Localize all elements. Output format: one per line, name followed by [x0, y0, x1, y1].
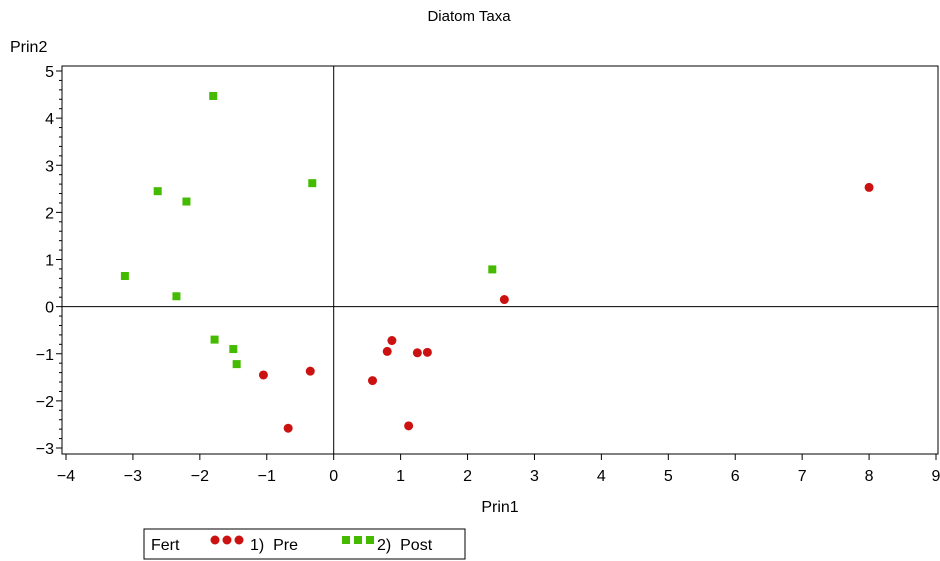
x-tick-label: 2	[463, 468, 472, 485]
plot-frame	[61, 65, 939, 455]
x-axis-label: Prin1	[481, 499, 518, 516]
x-tick-label: −1	[258, 468, 276, 485]
legend-pre-marker-2	[222, 535, 232, 545]
legend-post-label: 2) Post	[377, 537, 433, 554]
post-point	[229, 345, 238, 354]
y-tick-label: 3	[45, 158, 54, 175]
legend-pre-marker-1	[210, 535, 220, 545]
y-tick-label: 5	[45, 64, 54, 81]
x-axis-ticks: −4 −3 −2 −1 0 1 2 3 4 5 6 7 8 9	[57, 454, 940, 485]
pre-point	[499, 295, 509, 305]
post-point	[308, 179, 317, 188]
pre-point	[283, 423, 293, 433]
pre-point	[864, 182, 874, 192]
pre-point	[305, 366, 315, 376]
x-tick-label: 1	[396, 468, 405, 485]
post-point	[210, 335, 219, 344]
x-tick-label: −3	[124, 468, 142, 485]
y-axis-label: Prin2	[10, 39, 47, 56]
legend-post-marker-1	[342, 536, 350, 544]
x-tick-label: 0	[329, 468, 338, 485]
x-tick-label: 7	[798, 468, 807, 485]
y-axis-ticks: −3 −2 −1 0 1 2 3 4 5	[36, 64, 62, 458]
legend-post-marker-3	[366, 536, 374, 544]
data-points	[120, 91, 874, 433]
chart-title: Diatom Taxa	[427, 8, 511, 25]
x-tick-label: 9	[932, 468, 940, 485]
post-point	[120, 271, 129, 280]
pre-point	[382, 346, 392, 356]
reference-lines	[62, 66, 938, 454]
post-point	[182, 197, 191, 206]
legend-entry-pre: 1) Pre	[210, 535, 298, 554]
pre-point	[368, 376, 378, 386]
x-tick-label: 4	[597, 468, 606, 485]
post-point	[232, 360, 241, 369]
y-tick-label: −1	[36, 347, 54, 364]
pre-point	[387, 336, 397, 346]
x-tick-label: −4	[57, 468, 75, 485]
legend-box	[143, 528, 466, 560]
legend-entry-post: 2) Post	[342, 536, 433, 554]
legend-post-marker-2	[354, 536, 362, 544]
pre-point	[258, 370, 268, 380]
x-tick-label: −2	[191, 468, 209, 485]
legend: Fert 1) Pre 2) Post	[143, 528, 466, 560]
pre-point	[422, 347, 432, 357]
y-tick-label: 0	[45, 300, 54, 317]
legend-pre-label: 1) Pre	[250, 537, 298, 554]
post-point	[172, 292, 181, 301]
pre-point	[412, 348, 422, 358]
post-point	[153, 187, 162, 196]
legend-pre-marker-3	[234, 535, 244, 545]
post-point	[209, 91, 218, 100]
y-tick-label: −2	[36, 394, 54, 411]
x-tick-label: 3	[530, 468, 539, 485]
y-tick-label: 1	[45, 253, 54, 270]
y-tick-label: 2	[45, 205, 54, 222]
pre-point	[404, 421, 414, 431]
x-tick-label: 5	[664, 468, 673, 485]
legend-title: Fert	[151, 537, 180, 554]
y-tick-label: 4	[45, 111, 54, 128]
post-point	[488, 265, 497, 274]
y-tick-label: −3	[36, 441, 54, 458]
x-tick-label: 6	[731, 468, 740, 485]
x-tick-label: 8	[865, 468, 874, 485]
